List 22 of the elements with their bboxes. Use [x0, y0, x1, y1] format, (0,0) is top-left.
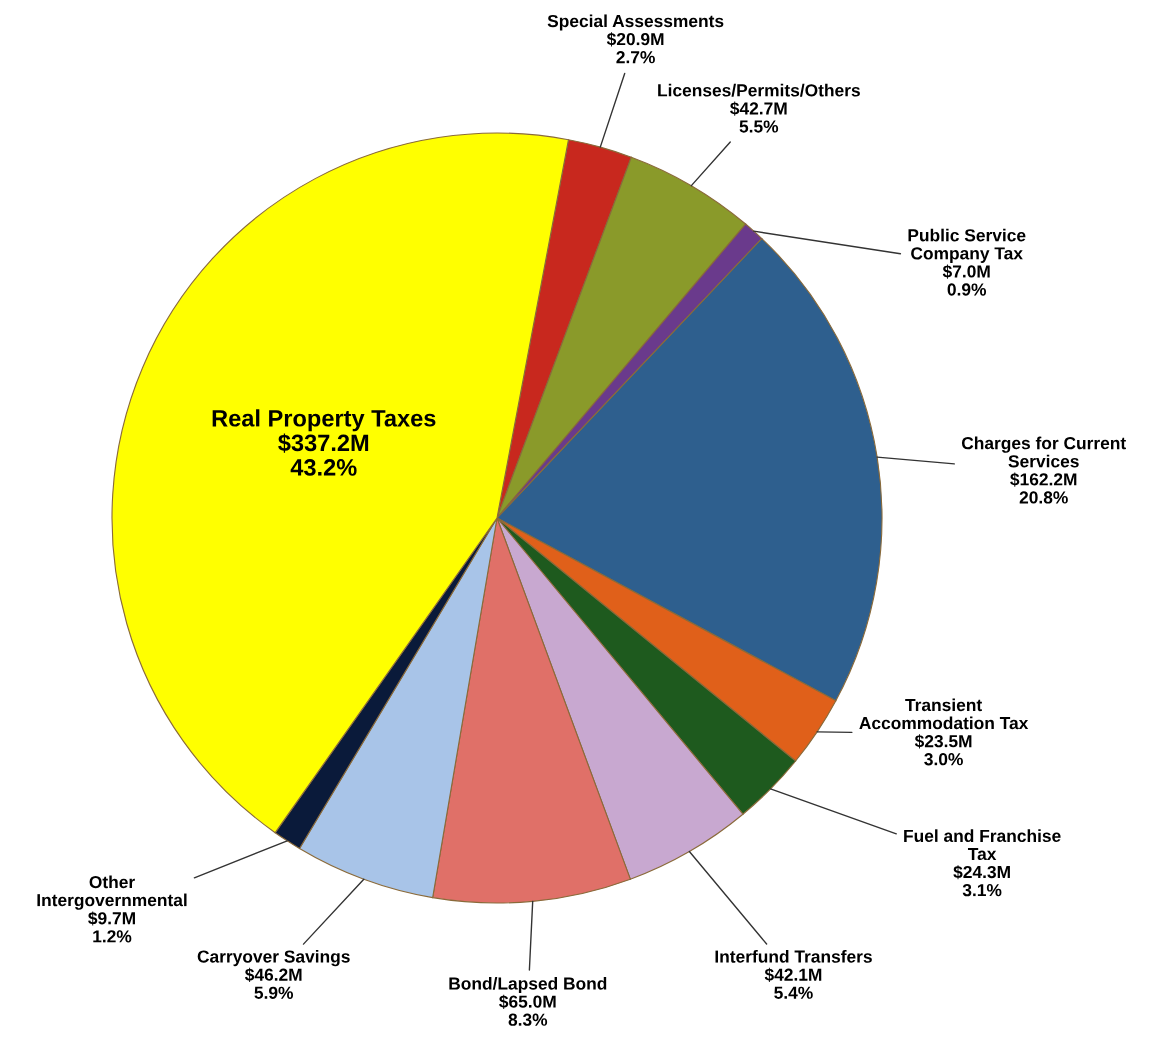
data-label: $162.2M 20.8% — [1010, 472, 1077, 504]
slice-label: Transient Accommodation Tax — [859, 698, 1029, 730]
data-label: $23.5M 3.0% — [914, 734, 972, 766]
slice-label: Carryover Savings — [197, 949, 350, 967]
slice-label: Other Intergovernmental — [37, 875, 187, 910]
data-label: $46.2M 5.9% — [244, 967, 302, 999]
slice-label: Public Service Company Tax — [908, 228, 1026, 263]
data-label: $42.1M 5.4% — [764, 967, 822, 999]
slice-label: Special Assessments — [547, 14, 724, 31]
slice-label: Licenses/Permits/Others — [658, 83, 860, 97]
slice-label: Charges for Current Services — [961, 436, 1126, 468]
slice-label: Bond/Lapsed Bond — [449, 976, 607, 994]
data-label: $9.7M 1.2% — [88, 911, 135, 943]
slice-label: Fuel and Franchise Tax — [904, 829, 1061, 861]
data-label: $24.3M 3.1% — [953, 865, 1010, 897]
data-label: $337.2M 43.2% — [278, 433, 369, 476]
slice-label: Interfund Transfers — [715, 949, 872, 963]
data-label: $65.0M 8.3% — [499, 994, 556, 1026]
slice-label: Real Property Taxes — [212, 409, 436, 432]
data-label: $20.9M 2.7% — [606, 32, 664, 64]
data-label: $7.0M 0.9% — [942, 264, 990, 296]
data-label: $42.7M 5.5% — [730, 101, 787, 133]
